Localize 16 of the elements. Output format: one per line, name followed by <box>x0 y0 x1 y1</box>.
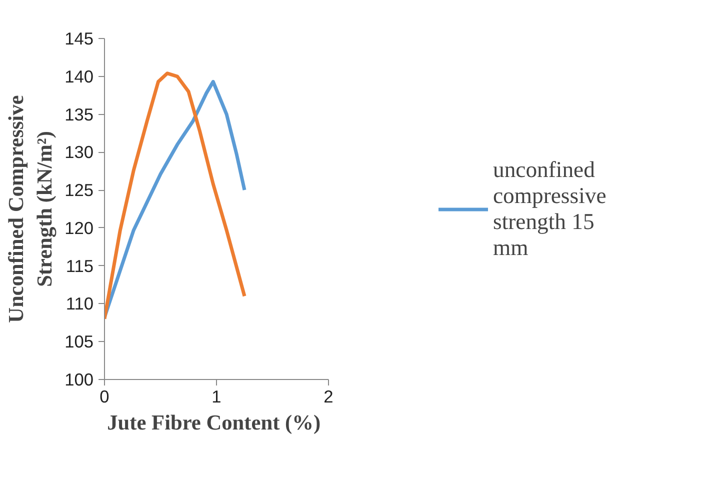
x-axis-title: Jute Fibre Content (%) <box>107 410 321 434</box>
y-tick-label: 130 <box>64 142 94 162</box>
y-tick-label: 135 <box>64 104 94 124</box>
y-tick-label: 140 <box>64 66 94 86</box>
y-tick-label: 110 <box>66 294 94 314</box>
y-tick-label: 105 <box>64 332 94 352</box>
y-tick-label: 100 <box>64 370 94 390</box>
y-tick-label: 120 <box>64 218 94 238</box>
y-axis-title: Unconfined Compressive Strength (kN/m²) <box>4 95 57 323</box>
x-tick-label: 1 <box>212 386 222 406</box>
y-tick-label: 125 <box>64 180 94 200</box>
y-tick-label: 115 <box>66 256 94 276</box>
legend-label: unconfined compressive strength 15 mm <box>493 156 606 260</box>
y-tick-label: 145 <box>64 28 94 48</box>
x-tick-label: 0 <box>100 386 110 406</box>
x-tick-label: 2 <box>324 386 334 406</box>
